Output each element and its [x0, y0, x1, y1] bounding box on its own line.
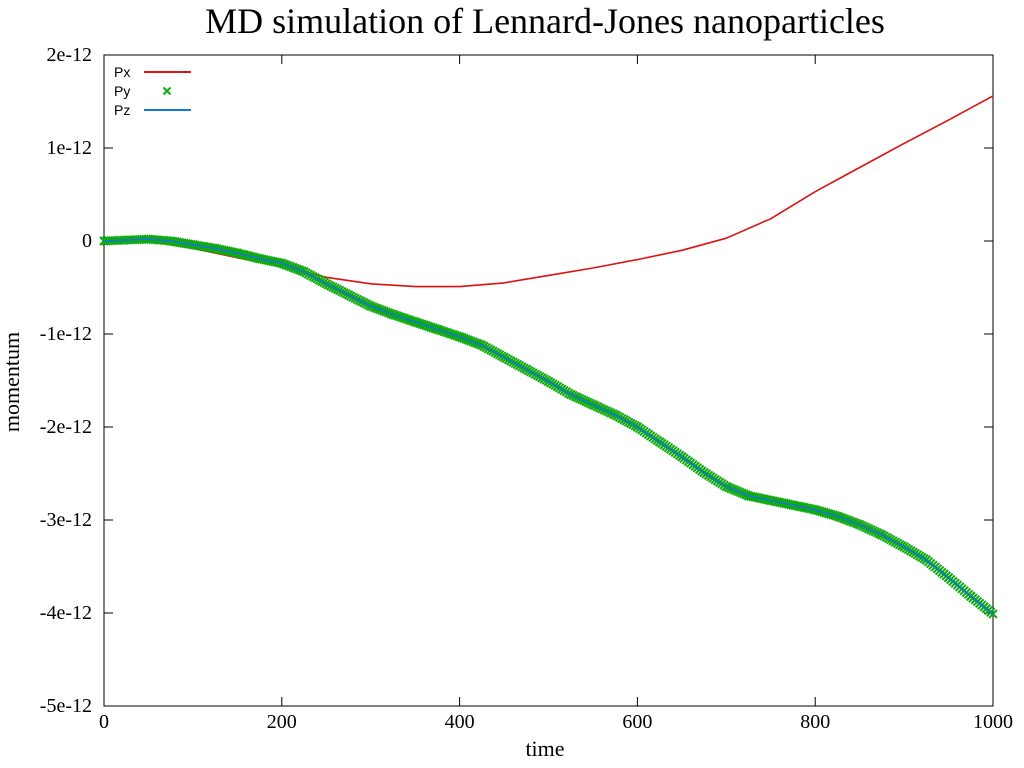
series-pz-line	[103, 238, 994, 615]
y-axis-label: momentum	[0, 332, 24, 432]
x-tick-label: 1000	[973, 711, 1013, 733]
y-tick-label: -3e-12	[40, 509, 92, 531]
y-tick-label: -5e-12	[40, 695, 92, 717]
legend-label-pz: Pz	[114, 102, 130, 118]
y-tick-label: -4e-12	[40, 602, 92, 624]
legend: Px Py Pz	[114, 64, 191, 118]
plot-frame	[103, 54, 994, 707]
chart-title: MD simulation of Lennard-Jones nanoparti…	[205, 1, 885, 41]
plot-area	[99, 95, 998, 619]
y-tick-label: -1e-12	[40, 323, 92, 345]
x-tick-label: 400	[445, 711, 475, 733]
y-tick-label: 0	[82, 230, 92, 252]
x-tick-label: 200	[267, 711, 297, 733]
legend-label-px: Px	[114, 64, 130, 80]
legend-swatch-py	[162, 86, 172, 96]
y-tick-label: 2e-12	[46, 44, 92, 66]
series-px-line	[104, 95, 994, 288]
x-tick-label: 600	[622, 711, 652, 733]
x-axis-label: time	[525, 736, 564, 761]
series-py-points	[99, 234, 998, 619]
y-tick-label: 1e-12	[46, 137, 92, 159]
x-tick-label: 0	[99, 711, 109, 733]
x-tick-label: 800	[800, 711, 830, 733]
legend-label-py: Py	[114, 83, 130, 99]
y-tick-label: -2e-12	[40, 416, 92, 438]
axis-tick-labels: 0 200 400 600 800 1000 2e-12 1e-12 0 -1e-12 -2e-12…	[40, 44, 1013, 733]
